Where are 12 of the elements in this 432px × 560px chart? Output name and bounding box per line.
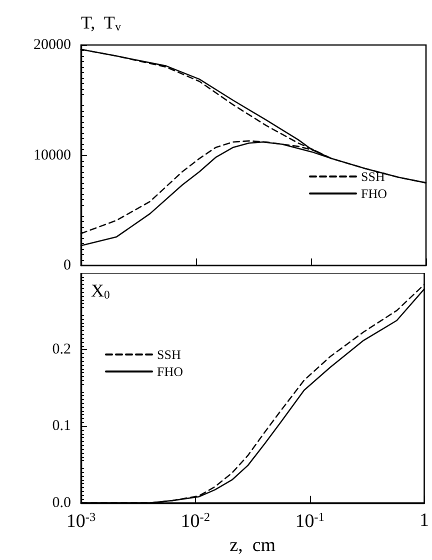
legend-label: FHO xyxy=(360,186,388,201)
y-tick-label: 0.2 xyxy=(52,342,71,358)
legend-label: SSH xyxy=(157,347,181,362)
y-tick-label: 0.0 xyxy=(52,494,71,511)
y-tick-label: 20000 xyxy=(34,37,71,53)
y-tick-label: 0.1 xyxy=(52,418,71,434)
y-tick-label: 0 xyxy=(64,258,71,274)
y-tick-label: 10000 xyxy=(34,147,71,164)
x-axis-title: z, cm xyxy=(230,535,276,556)
legend-label: FHO xyxy=(157,364,184,379)
legend-label: SSH xyxy=(360,169,385,184)
x-tick-label: 1 xyxy=(420,510,429,531)
